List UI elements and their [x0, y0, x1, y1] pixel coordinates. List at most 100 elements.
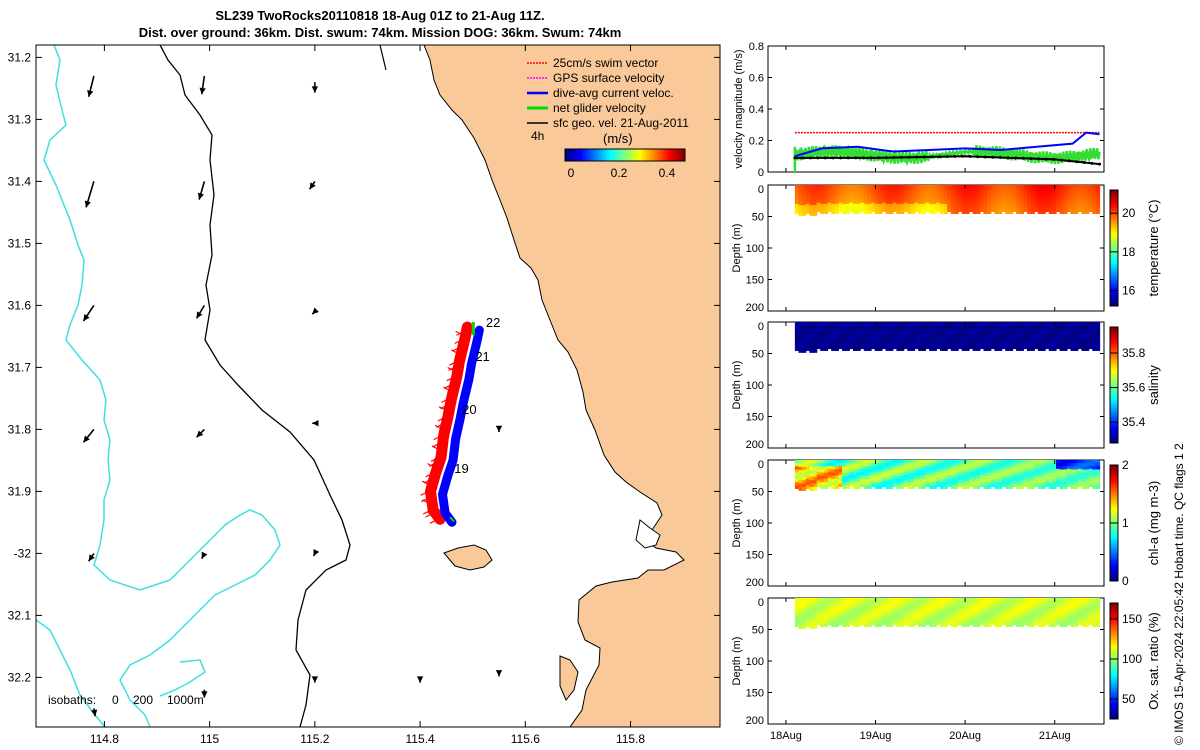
temperature-cell: [802, 198, 807, 203]
chla-cell: [863, 466, 869, 471]
salinity-cell: [1026, 322, 1032, 326]
chla-cell: [903, 460, 908, 464]
map-xtick-label: 115.2: [300, 732, 329, 746]
chla-cell: [907, 460, 912, 464]
chla-cell: [987, 482, 992, 486]
chla-cell: [950, 466, 956, 471]
chla-cell: [852, 469, 858, 474]
salinity-cell: [805, 340, 810, 345]
oxygen-cell: [1019, 604, 1024, 609]
oxygen-cell: [1059, 598, 1064, 602]
salinity-cell: [838, 336, 843, 341]
chla-cell: [965, 466, 970, 471]
chla-cell: [961, 469, 966, 474]
temperature-cell: [968, 190, 974, 195]
temperature-cell: [939, 185, 945, 189]
temperature-cell: [838, 205, 843, 210]
salinity-cell: [813, 328, 818, 333]
temperature-cell: [871, 187, 876, 192]
oxygen-cell: [921, 598, 927, 602]
oxygen-cell: [1066, 618, 1072, 623]
temperature-cell: [1088, 202, 1093, 207]
salinity-cell: [820, 325, 825, 329]
salinity-cell: [1012, 324, 1017, 329]
oxygen-colorbar-cell: [1110, 605, 1118, 609]
temperature-cell: [820, 197, 825, 202]
chla-cell: [1019, 472, 1024, 477]
chla-cell: [1088, 471, 1093, 476]
temperature-cell: [1077, 199, 1082, 204]
oxygen-colorbar-cell: [1110, 644, 1118, 648]
oxygen-cell: [1059, 601, 1064, 605]
oxygen-cell: [860, 606, 865, 611]
salinity-cell: [1088, 333, 1093, 338]
salinity-cell: [947, 336, 952, 341]
chla-cell: [852, 482, 858, 486]
chla-cell: [939, 463, 945, 467]
temperature-cell: [1085, 191, 1090, 196]
chla-cell: [831, 482, 836, 486]
salinity-cell: [802, 335, 807, 340]
salinity-cell: [1005, 334, 1010, 339]
temperature-cell: [932, 188, 937, 192]
chla-cell: [1095, 469, 1101, 474]
oxygen-cell: [1085, 620, 1090, 624]
oxygen-cell: [997, 613, 1003, 618]
temperature-cell: [925, 190, 930, 195]
chla-cell: [939, 466, 945, 471]
oxygen-cell: [889, 604, 894, 609]
chla-cell: [881, 468, 887, 473]
chla-cell: [983, 482, 988, 486]
salinity-colorbar-cell: [1110, 417, 1118, 421]
chla-cell: [968, 460, 974, 464]
oxygen-colorbar-cell: [1110, 609, 1118, 613]
oxygen-cell: [816, 609, 821, 614]
chla-cell: [838, 465, 843, 470]
chla-cell: [921, 485, 927, 489]
oxygen-cell: [921, 613, 927, 618]
temperature-cell: [802, 191, 807, 196]
salinity-cell: [968, 324, 974, 329]
temperature-cell: [1001, 196, 1006, 201]
chla-cell: [990, 474, 995, 479]
temperature-cell: [1063, 197, 1068, 202]
temperature-cell: [842, 203, 847, 208]
salinity-cell: [889, 322, 894, 326]
temperature-cell: [947, 185, 952, 189]
chla-cell: [1019, 478, 1024, 483]
temperature-cell: [997, 194, 1003, 199]
salinity-cell: [1034, 336, 1039, 341]
land-mass: [423, 45, 720, 727]
salinity-cell: [990, 333, 995, 338]
geo-velocity-point: [1044, 157, 1048, 161]
temperature-cell: [961, 191, 966, 196]
chla-cell: [965, 463, 970, 467]
salinity-cell: [990, 330, 995, 335]
salinity-ytick-label: 100: [746, 380, 764, 392]
oxygen-cell: [990, 612, 995, 617]
oxygen-cell: [805, 623, 810, 627]
temperature-colorbar-cell: [1110, 294, 1118, 298]
salinity-cell: [976, 340, 981, 345]
salinity-cell: [874, 337, 879, 342]
oxygen-cell: [994, 623, 999, 627]
temperature-cell: [994, 185, 999, 189]
salinity-cell: [881, 336, 887, 341]
chla-cell: [943, 475, 948, 480]
chla-cell: [885, 472, 890, 477]
oxygen-cell: [1056, 600, 1061, 605]
salinity-cell: [983, 347, 988, 351]
temperature-cell: [1056, 205, 1061, 210]
oxygen-cell: [994, 616, 999, 621]
chla-cell: [1092, 482, 1097, 486]
oxygen-cell: [968, 615, 974, 620]
chla-cell: [1063, 466, 1068, 471]
chla-cell: [1034, 483, 1039, 488]
salinity-colorbar-cell: [1110, 419, 1118, 423]
oxygen-cell: [852, 613, 858, 618]
temperature-cell: [929, 188, 934, 192]
geo-vector-arrow: [197, 181, 206, 200]
salinity-cell: [892, 333, 898, 338]
oxygen-cell: [1045, 598, 1050, 602]
temperature-cell: [1074, 188, 1079, 192]
